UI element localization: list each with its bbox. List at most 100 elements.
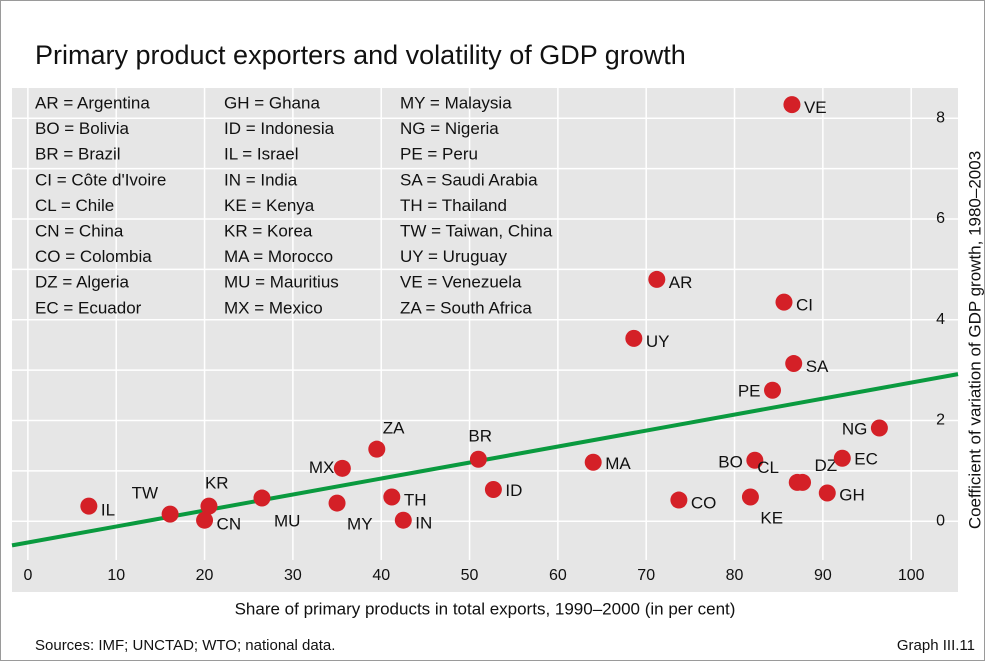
legend-entry: CL = Chile bbox=[35, 196, 114, 215]
legend-entry: TH = Thailand bbox=[400, 196, 507, 215]
legend-entry: VE = Venezuela bbox=[400, 273, 522, 292]
data-point bbox=[333, 459, 351, 477]
legend-entry: MX = Mexico bbox=[224, 298, 323, 317]
data-point bbox=[746, 451, 764, 469]
point-label: TW bbox=[132, 484, 158, 503]
x-tick-label: 0 bbox=[23, 567, 32, 584]
data-point bbox=[200, 497, 218, 515]
point-label: CO bbox=[691, 494, 717, 513]
x-tick-label: 50 bbox=[461, 567, 479, 584]
legend-entry: KE = Kenya bbox=[224, 196, 315, 215]
data-point bbox=[469, 450, 487, 468]
x-tick-label: 100 bbox=[898, 567, 925, 584]
data-point bbox=[833, 449, 851, 467]
legend-entry: CO = Colombia bbox=[35, 247, 152, 266]
data-point bbox=[625, 329, 643, 347]
data-point bbox=[775, 293, 793, 311]
plot-background bbox=[12, 88, 958, 592]
legend-entry: MA = Morocco bbox=[224, 247, 333, 266]
data-point bbox=[818, 484, 836, 502]
point-label: IN bbox=[415, 514, 432, 533]
data-point bbox=[383, 488, 401, 506]
legend-entry: NG = Nigeria bbox=[400, 119, 499, 138]
point-label: BR bbox=[468, 427, 492, 446]
point-label: EC bbox=[854, 450, 878, 469]
legend-entry: ZA = South Africa bbox=[400, 298, 532, 317]
data-point bbox=[870, 419, 888, 437]
legend-entry: KR = Korea bbox=[224, 221, 313, 240]
x-tick-label: 10 bbox=[107, 567, 125, 584]
data-point bbox=[794, 473, 812, 491]
data-point bbox=[584, 453, 602, 471]
legend-entry: TW = Taiwan, China bbox=[400, 221, 553, 240]
y-tick-label: 4 bbox=[936, 311, 945, 328]
legend-entry: IN = India bbox=[224, 170, 298, 189]
data-point bbox=[161, 505, 179, 523]
point-label: ID bbox=[505, 481, 522, 500]
data-point bbox=[783, 96, 801, 114]
data-point bbox=[484, 480, 502, 498]
point-label: AR bbox=[669, 273, 693, 292]
point-label: TH bbox=[404, 491, 427, 510]
data-point bbox=[741, 488, 759, 506]
data-point bbox=[368, 440, 386, 458]
x-tick-label: 70 bbox=[637, 567, 655, 584]
point-label: GH bbox=[839, 485, 865, 504]
data-point bbox=[196, 511, 214, 529]
point-label: CL bbox=[757, 458, 779, 477]
point-label: VE bbox=[804, 98, 827, 117]
graph-id: Graph III.11 bbox=[897, 637, 975, 654]
x-axis-label: Share of primary products in total expor… bbox=[235, 599, 736, 618]
point-label: SA bbox=[806, 357, 829, 376]
legend-entry: ID = Indonesia bbox=[224, 119, 335, 138]
point-label: MX bbox=[309, 458, 335, 477]
legend-entry: CN = China bbox=[35, 221, 124, 240]
chart-title: Primary product exporters and volatility… bbox=[35, 40, 686, 70]
legend-entry: PE = Peru bbox=[400, 145, 478, 164]
y-tick-label: 0 bbox=[936, 512, 945, 529]
legend-entry: SA = Saudi Arabia bbox=[400, 170, 538, 189]
data-point bbox=[253, 489, 271, 507]
legend-entry: MY = Malaysia bbox=[400, 93, 512, 112]
point-label: BO bbox=[718, 453, 743, 472]
legend-entry: BO = Bolivia bbox=[35, 119, 130, 138]
point-label: IL bbox=[101, 501, 115, 520]
point-label: CN bbox=[217, 515, 242, 534]
source: Sources: IMF; UNCTAD; WTO; national data… bbox=[35, 637, 335, 654]
point-label: MU bbox=[274, 512, 300, 531]
data-point bbox=[764, 381, 782, 399]
legend-entry: EC = Ecuador bbox=[35, 298, 142, 317]
data-point bbox=[648, 270, 666, 288]
y-tick-label: 2 bbox=[936, 412, 945, 429]
x-tick-label: 60 bbox=[549, 567, 567, 584]
point-label: KE bbox=[760, 509, 783, 528]
x-tick-label: 20 bbox=[196, 567, 214, 584]
x-tick-label: 40 bbox=[372, 567, 390, 584]
legend-entry: BR = Brazil bbox=[35, 145, 121, 164]
legend-entry: UY = Uruguay bbox=[400, 247, 507, 266]
point-label: NG bbox=[842, 420, 868, 439]
x-tick-label: 30 bbox=[284, 567, 302, 584]
point-label: UY bbox=[646, 332, 670, 351]
data-point bbox=[80, 497, 98, 515]
point-label: MY bbox=[347, 515, 373, 534]
point-label: ZA bbox=[383, 419, 405, 438]
data-point bbox=[670, 491, 688, 509]
point-label: CI bbox=[796, 296, 813, 315]
data-point bbox=[394, 511, 412, 529]
legend-entry: AR = Argentina bbox=[35, 93, 150, 112]
legend-entry: MU = Mauritius bbox=[224, 273, 339, 292]
point-label: DZ bbox=[815, 456, 838, 475]
y-axis-label: Coefficient of variation of GDP growth, … bbox=[965, 151, 984, 529]
x-tick-label: 80 bbox=[726, 567, 744, 584]
legend-entry: CI = Côte d'Ivoire bbox=[35, 170, 166, 189]
legend-entry: GH = Ghana bbox=[224, 93, 320, 112]
x-tick-label: 90 bbox=[814, 567, 832, 584]
point-label: MA bbox=[605, 454, 631, 473]
point-label: PE bbox=[738, 382, 761, 401]
point-label: KR bbox=[205, 474, 229, 493]
legend-entry: DZ = Algeria bbox=[35, 273, 130, 292]
y-tick-label: 8 bbox=[936, 109, 945, 126]
y-tick-label: 6 bbox=[936, 210, 945, 227]
